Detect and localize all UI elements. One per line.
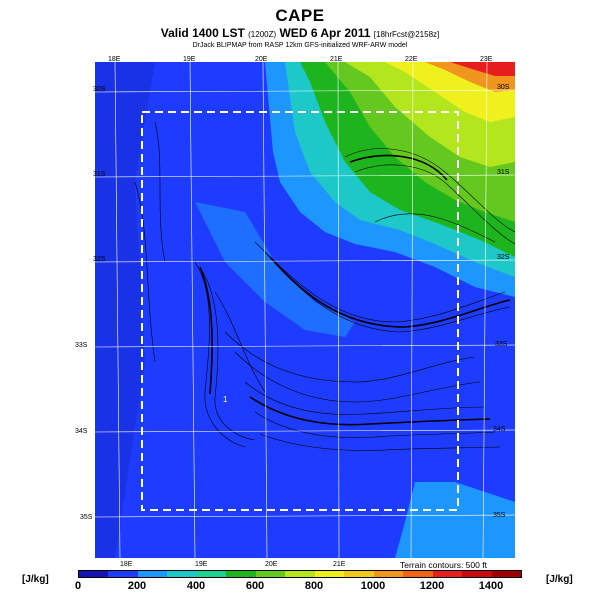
top-lon-tick: 21E xyxy=(330,56,343,63)
top-lon-tick: 22E xyxy=(405,56,418,63)
right-lat-tick: 35S xyxy=(493,512,506,519)
left-lat-tick: 32S xyxy=(93,256,106,263)
colorbar-segment xyxy=(491,571,522,577)
colorbar-label: 0 xyxy=(74,580,82,592)
colorbar-label: 800 xyxy=(304,580,324,592)
colorbar-segment xyxy=(344,571,374,577)
cape-field-band-2 xyxy=(195,202,355,337)
colorbar-segment xyxy=(108,571,138,577)
colorbar-segment xyxy=(137,571,168,577)
colorbar-segment xyxy=(79,571,109,577)
colorbar-label: 400 xyxy=(186,580,206,592)
colorbar-segment xyxy=(255,571,286,577)
terrain-contour-note: Terrain contours: 500 ft xyxy=(400,560,487,570)
bottom-lon-tick: 20E xyxy=(265,561,278,568)
colorbar-segment xyxy=(373,571,404,577)
bottom-lon-tick: 21E xyxy=(333,561,346,568)
colorbar-label: 1000 xyxy=(360,580,386,592)
colorbar-label: 1400 xyxy=(478,580,504,592)
colorbar-segment xyxy=(432,571,463,577)
top-lon-tick: 23E xyxy=(480,56,493,63)
legend-unit-left: [J/kg] xyxy=(22,574,49,585)
top-lon-tick: 19E xyxy=(183,56,196,63)
colorbar-label: 1200 xyxy=(419,580,445,592)
cape-map-svg: 1 xyxy=(94,61,516,559)
inner-domain-boundary xyxy=(141,111,459,511)
top-lon-tick: 18E xyxy=(108,56,121,63)
cape-field-southeast xyxy=(395,482,515,558)
left-lat-tick: 30S xyxy=(93,86,106,93)
top-lon-tick: 20E xyxy=(255,56,268,63)
location-marker-label: 1 xyxy=(223,395,228,404)
legend-unit-right: [J/kg] xyxy=(546,574,573,585)
colorbar-segment xyxy=(196,571,227,577)
right-lat-tick: 34S xyxy=(493,426,506,433)
cape-colorbar xyxy=(78,570,522,578)
utc-time: (1200Z) xyxy=(248,30,277,39)
right-lat-tick: 33S xyxy=(495,341,508,348)
colorbar-segment xyxy=(403,571,433,577)
colorbar-segment xyxy=(226,571,256,577)
bottom-lon-tick: 18E xyxy=(120,561,133,568)
colorbar-segment xyxy=(314,571,345,577)
colorbar-label: 600 xyxy=(245,580,265,592)
model-credit: DrJack BLIPMAP from RASP 12km GFS-initia… xyxy=(192,42,408,49)
colorbar-segment xyxy=(462,571,492,577)
colorbar-label: 200 xyxy=(127,580,147,592)
bottom-lon-tick: 19E xyxy=(195,561,208,568)
left-lat-tick: 35S xyxy=(80,514,93,521)
forecast-run: [18hrFcst@2158z] xyxy=(373,30,440,39)
terrain-contours xyxy=(134,121,516,451)
left-lat-tick: 34S xyxy=(75,428,88,435)
cape-map: 1 18E 19E 20E 21E 22E 23E 18E 19E 20E 21… xyxy=(75,56,516,568)
colorbar-segment xyxy=(285,571,315,577)
right-lat-tick: 30S xyxy=(497,84,510,91)
cape-field-red xyxy=(450,62,515,76)
left-lat-tick: 31S xyxy=(93,171,106,178)
left-lat-tick: 33S xyxy=(75,342,88,349)
valid-time-label: Valid 1400 LST xyxy=(160,26,245,40)
right-lat-tick: 31S xyxy=(497,169,510,176)
valid-time-subtitle: Valid 1400 LST (1200Z) WED 6 Apr 2011 [1… xyxy=(0,26,600,40)
map-title: CAPE xyxy=(275,6,325,25)
colorbar-segment xyxy=(167,571,197,577)
cape-field-west xyxy=(95,62,155,558)
forecast-date: WED 6 Apr 2011 xyxy=(279,26,371,40)
right-lat-tick: 32S xyxy=(497,254,510,261)
terrain-contours-bold xyxy=(199,154,511,426)
lat-lon-grid xyxy=(94,61,516,559)
